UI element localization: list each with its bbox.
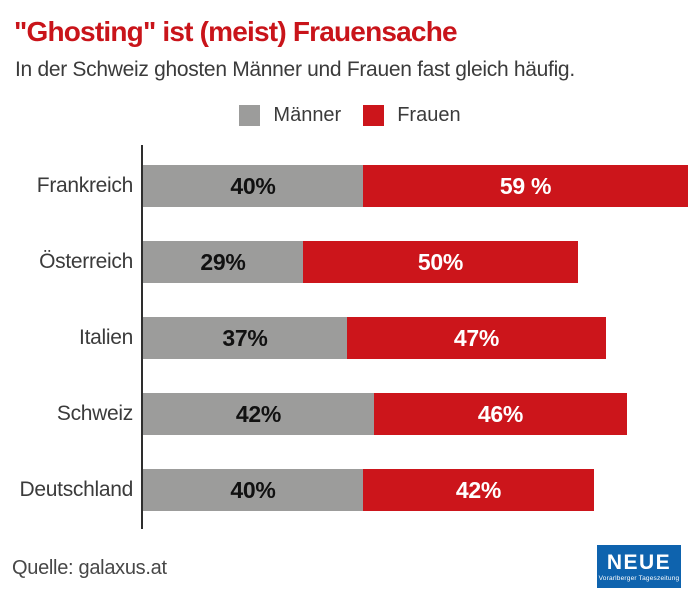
y-axis-line [141, 145, 143, 529]
chart-row: Deutschland 40% 42% [0, 469, 700, 511]
bar-value-label: 50% [417, 248, 464, 275]
stacked-bar: 40% 42% [143, 469, 594, 511]
bar-value-label: 59 % [499, 172, 552, 199]
bar-value-label: 29% [200, 248, 246, 275]
chart-legend: Männer Frauen [0, 104, 700, 127]
publisher-logo-tagline: Vorarlberger Tageszeitung [598, 574, 680, 582]
chart-subtitle: In der Schweiz ghosten Männer und Frauen… [15, 58, 575, 81]
chart-row: Schweiz 42% 46% [0, 393, 700, 435]
category-label: Frankreich [36, 174, 134, 197]
bar-segment-frauen: 50% [303, 241, 578, 283]
bar-value-label: 42% [235, 400, 282, 427]
bar-value-label: 47% [453, 324, 500, 351]
bar-segment-maenner: 29% [143, 241, 303, 283]
bar-value-label: 46% [477, 400, 524, 427]
bar-value-label: 40% [230, 476, 276, 503]
legend-swatch-frauen [363, 105, 385, 126]
stacked-bar: 40% 59 % [143, 165, 688, 207]
legend-item-frauen: Frauen [363, 104, 461, 127]
bar-segment-maenner: 40% [143, 469, 363, 511]
bar-segment-maenner: 37% [143, 317, 347, 359]
bar-segment-frauen: 46% [374, 393, 627, 435]
stacked-bar: 42% 46% [143, 393, 627, 435]
publisher-logo-name: NEUE [606, 550, 672, 574]
stacked-bar: 29% 50% [143, 241, 578, 283]
stacked-bar: 37% 47% [143, 317, 606, 359]
category-label: Italien [79, 326, 133, 349]
legend-swatch-maenner [239, 105, 261, 126]
legend-label-frauen: Frauen [397, 104, 461, 126]
bar-value-label: 42% [455, 476, 502, 503]
category-label: Österreich [39, 250, 133, 273]
chart-row: Frankreich 40% 59 % [0, 165, 700, 207]
chart-row: Italien 37% 47% [0, 317, 700, 359]
bar-segment-maenner: 40% [143, 165, 363, 207]
bar-value-label: 40% [230, 172, 276, 199]
legend-item-maenner: Männer [239, 104, 341, 127]
bar-segment-frauen: 59 % [363, 165, 688, 207]
legend-label-maenner: Männer [273, 104, 342, 126]
category-label: Schweiz [56, 402, 133, 425]
bar-value-label: 37% [222, 324, 268, 351]
publisher-logo: NEUE Vorarlberger Tageszeitung [597, 545, 681, 588]
chart-row: Österreich 29% 50% [0, 241, 700, 283]
bar-segment-maenner: 42% [143, 393, 374, 435]
chart-title: "Ghosting" ist (meist) Frauensache [14, 16, 458, 47]
source-note: Quelle: galaxus.at [12, 557, 167, 579]
category-label: Deutschland [19, 478, 134, 501]
bar-chart: Frankreich 40% 59 % Österreich 29% 50% Italien… [0, 145, 700, 529]
bar-segment-frauen: 42% [363, 469, 594, 511]
bar-segment-frauen: 47% [347, 317, 606, 359]
